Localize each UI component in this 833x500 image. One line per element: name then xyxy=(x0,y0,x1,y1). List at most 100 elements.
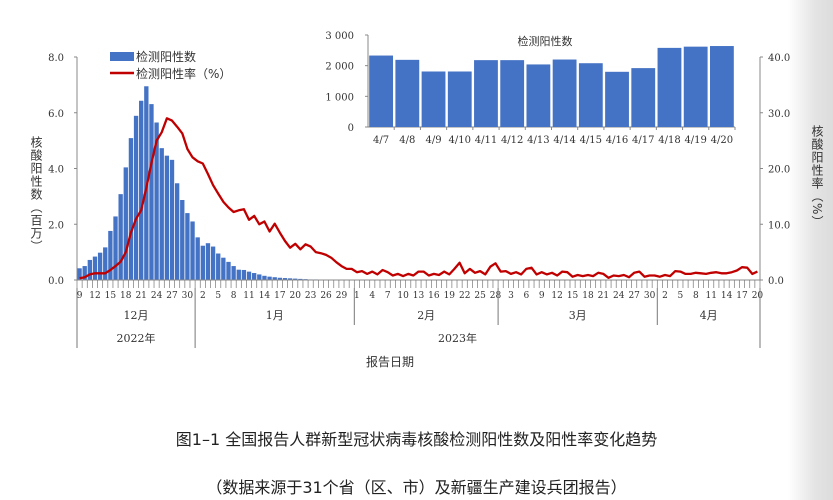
positive-count-bar xyxy=(159,148,164,280)
x-tick-label: 21 xyxy=(598,291,609,301)
inset-x-tick-label: 4/17 xyxy=(632,135,654,146)
x-tick-label: 19 xyxy=(444,291,456,301)
x-tick-label: 13 xyxy=(413,291,425,301)
positive-count-bar xyxy=(282,278,288,280)
main-bars xyxy=(77,86,760,280)
inset-bar xyxy=(526,64,551,127)
x-tick-label: 8 xyxy=(231,291,237,301)
inset-bar xyxy=(474,60,498,127)
inset-x-tick-label: 4/16 xyxy=(606,135,628,146)
positive-count-bar xyxy=(149,104,154,280)
month-label: 4月 xyxy=(700,309,718,322)
positive-count-bar xyxy=(97,252,103,280)
positive-count-bar xyxy=(174,183,180,280)
positive-count-bar xyxy=(185,213,190,280)
positive-count-bar xyxy=(87,259,93,280)
positive-count-bar xyxy=(108,230,113,280)
x-tick-label: 20 xyxy=(752,291,764,301)
inset-x-tick-label: 4/20 xyxy=(711,135,733,146)
month-label: 2月 xyxy=(417,309,435,322)
positive-count-bar xyxy=(287,278,293,280)
figure-caption: 图1–1 全国报告人群新型冠状病毒核酸检测阳性数及阳性率变化趋势 xyxy=(175,430,658,449)
x-tick-label: 1 xyxy=(354,291,360,301)
x-tick-label: 2 xyxy=(200,291,206,301)
main-axes: 0.02.04.06.08.00.010.020.030.040.09 12 15 1… xyxy=(48,53,790,348)
month-label: 1月 xyxy=(266,309,284,322)
x-tick-label: 26 xyxy=(320,291,332,301)
x-tick-label: 3 xyxy=(508,291,514,301)
inset-x-tick-label: 4/9 xyxy=(425,135,441,146)
positive-count-bar xyxy=(210,246,216,280)
positive-count-bar xyxy=(195,237,200,280)
legend-line-label: 检测阳性率（%） xyxy=(136,66,231,81)
inset-x-tick-label: 4/18 xyxy=(658,135,680,146)
y-tick-label-left: 4.0 xyxy=(48,165,64,176)
inset-x-tick-label: 4/8 xyxy=(399,135,415,146)
positive-count-bar xyxy=(272,277,277,280)
x-tick-label: 24 xyxy=(613,291,625,301)
y-tick-label-right: 10.0 xyxy=(768,220,790,231)
inset-bar xyxy=(657,47,682,127)
x-tick-label: 12 xyxy=(89,291,100,301)
legend-bar-swatch xyxy=(110,52,134,61)
positive-count-bar xyxy=(82,266,87,280)
inset-bar xyxy=(709,46,734,127)
inset-bar xyxy=(447,71,472,127)
inset-bar xyxy=(552,59,577,127)
x-tick-label: 17 xyxy=(736,291,748,301)
x-tick-label: 21 xyxy=(135,291,146,301)
positive-count-bar xyxy=(133,115,139,280)
positive-count-bar xyxy=(92,256,98,280)
x-tick-label: 18 xyxy=(120,291,132,301)
positive-count-bar xyxy=(267,276,272,280)
x-tick-label: 14 xyxy=(259,291,271,301)
positive-count-bar xyxy=(103,247,108,280)
x-tick-label: 22 xyxy=(459,291,470,301)
x-tick-label: 23 xyxy=(305,291,317,301)
inset-bar xyxy=(631,68,656,127)
y-tick-label-left: 8.0 xyxy=(48,53,64,64)
y-tick-label-right: 40.0 xyxy=(768,53,790,64)
x-tick-label: 15 xyxy=(105,291,117,301)
positive-count-bar xyxy=(123,167,128,280)
positive-count-bar xyxy=(77,268,82,280)
inset-bar xyxy=(683,46,708,127)
inset-y-tick-label: 0 xyxy=(348,123,354,134)
inset-y-tick-label: 2 000 xyxy=(325,62,354,73)
rate-line xyxy=(79,117,758,280)
x-axis-title: 报告日期 xyxy=(366,354,414,369)
main-chart: 0.02.04.06.08.00.010.020.030.040.09 12 15 1… xyxy=(48,31,790,369)
positive-count-bar xyxy=(118,194,123,280)
y-tick-label-right: 30.0 xyxy=(768,109,790,120)
inset-y-tick-label: 1 000 xyxy=(325,92,354,103)
x-tick-label: 29 xyxy=(336,291,348,301)
x-tick-label: 25 xyxy=(474,291,486,301)
inset-x-tick-label: 4/7 xyxy=(373,135,389,146)
positive-count-bar xyxy=(298,278,303,280)
y-tick-label-left: 0.0 xyxy=(48,276,64,287)
positive-count-bar xyxy=(205,243,211,280)
legend-bar-label: 检测阳性数 xyxy=(136,49,196,64)
x-tick-label: 8 xyxy=(693,291,699,301)
inset-bar xyxy=(369,55,394,128)
x-tick-label: 27 xyxy=(166,291,178,301)
x-tick-label: 17 xyxy=(274,291,286,301)
y-tick-label-left: 2.0 xyxy=(48,220,64,231)
inset-bar xyxy=(578,63,603,127)
positive-count-bar xyxy=(241,269,247,280)
x-tick-label: 18 xyxy=(582,291,594,301)
y-axis-title-right: 核酸阳性率（%） xyxy=(810,125,824,229)
positive-count-bar xyxy=(231,266,236,280)
x-tick-label: 7 xyxy=(385,291,391,301)
x-tick-label: 10 xyxy=(397,291,409,301)
inset-title: 检测阳性数 xyxy=(518,34,573,48)
month-label: 3月 xyxy=(569,309,587,322)
x-tick-label: 12 xyxy=(551,291,562,301)
x-tick-label: 14 xyxy=(721,291,733,301)
positive-count-bar xyxy=(236,269,241,280)
year-label: 2023年 xyxy=(438,331,477,345)
inset-x-tick-label: 4/14 xyxy=(553,135,575,146)
x-tick-label: 27 xyxy=(628,291,640,301)
positive-count-bar xyxy=(262,275,267,280)
x-tick-label: 6 xyxy=(523,291,529,301)
